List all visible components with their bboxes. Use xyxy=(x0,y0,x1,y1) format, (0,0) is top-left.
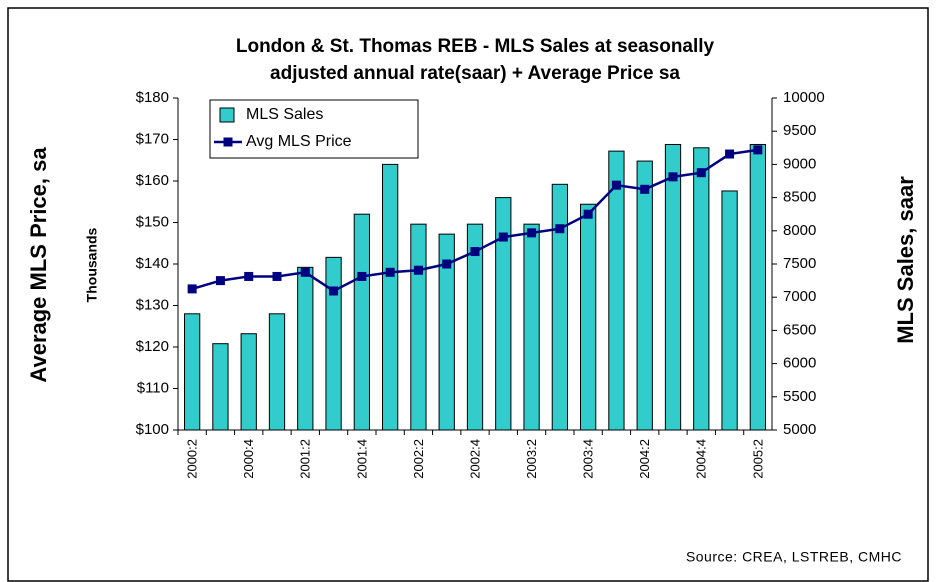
x-tick-label: 2003:2 xyxy=(524,439,539,479)
line-marker xyxy=(357,271,367,281)
line-marker xyxy=(300,267,310,277)
legend-box xyxy=(209,99,419,159)
bar xyxy=(580,203,597,431)
y-axis-label: Average MLS Price, sa xyxy=(26,147,51,383)
bar xyxy=(693,147,710,431)
line-marker xyxy=(244,271,254,281)
y2-tick-label: 6500 xyxy=(783,321,816,338)
bar xyxy=(551,183,568,431)
legend-label: Avg MLS Price xyxy=(246,133,352,150)
chart-title: adjusted annual rate(saar) + Average Pri… xyxy=(270,63,680,84)
y-tick-label: $100 xyxy=(136,421,169,438)
line-marker xyxy=(725,149,735,159)
x-tick-label: 2002:4 xyxy=(467,439,482,479)
line-marker xyxy=(470,247,480,257)
x-tick-label: 2003:4 xyxy=(581,439,596,479)
bar xyxy=(523,223,540,431)
y2-tick-label: 6000 xyxy=(783,355,816,372)
line-marker xyxy=(668,172,678,182)
y2-tick-label: 10000 xyxy=(783,89,825,106)
line-marker xyxy=(611,180,621,190)
bar xyxy=(325,256,342,431)
y2-tick-label: 7500 xyxy=(783,255,816,272)
line-marker xyxy=(583,209,593,219)
bar xyxy=(212,343,229,431)
line-marker xyxy=(498,232,508,242)
line-marker xyxy=(753,145,763,155)
bar xyxy=(636,160,653,431)
bar xyxy=(410,223,427,431)
legend-label: MLS Sales xyxy=(246,106,323,123)
y2-tick-label: 8000 xyxy=(783,222,816,239)
legend-swatch xyxy=(223,137,233,147)
x-tick-label: 2004:4 xyxy=(694,439,709,479)
x-tick-label: 2001:4 xyxy=(354,439,369,479)
line-marker xyxy=(640,184,650,194)
y2-axis-label: MLS Sales, saar xyxy=(893,176,918,344)
y2-tick-label: 7000 xyxy=(783,288,816,305)
x-tick-label: 2000:2 xyxy=(185,439,200,479)
bar xyxy=(297,266,314,431)
y2-tick-label: 5000 xyxy=(783,421,816,438)
bar xyxy=(495,197,512,431)
bar xyxy=(240,333,257,431)
line-marker xyxy=(527,228,537,238)
y-tick-label: $110 xyxy=(137,379,169,396)
y-tick-label: $160 xyxy=(136,172,169,189)
bar xyxy=(749,143,766,431)
line-marker xyxy=(329,286,339,296)
legend-swatch xyxy=(219,107,235,123)
chart-title: London & St. Thomas REB - MLS Sales at s… xyxy=(236,36,715,57)
x-tick-label: 2002:2 xyxy=(411,439,426,479)
y-tick-label: $170 xyxy=(136,130,169,147)
line-marker xyxy=(442,259,452,269)
line-marker xyxy=(696,168,706,178)
bar xyxy=(608,150,625,431)
line-marker xyxy=(555,224,565,234)
line-marker xyxy=(215,276,225,286)
y-tick-label: $140 xyxy=(136,255,169,272)
line-marker xyxy=(413,265,423,275)
y2-tick-label: 8500 xyxy=(783,189,816,206)
y2-tick-label: 9500 xyxy=(783,122,816,139)
line-marker xyxy=(385,267,395,277)
bar xyxy=(184,313,201,431)
x-tick-label: 2001:2 xyxy=(298,439,313,479)
y2-tick-label: 5500 xyxy=(783,388,816,405)
line-marker xyxy=(187,284,197,294)
y-unit-label: Thousands xyxy=(84,227,100,302)
line-marker xyxy=(272,271,282,281)
x-tick-label: 2000:4 xyxy=(241,439,256,479)
bar xyxy=(664,143,682,431)
y-tick-label: $150 xyxy=(136,213,169,230)
x-tick-label: 2005:2 xyxy=(750,439,765,479)
y2-tick-label: 9000 xyxy=(783,155,816,172)
bar xyxy=(353,213,370,431)
bar xyxy=(268,313,286,431)
bar xyxy=(721,190,738,431)
x-tick-label: 2004:2 xyxy=(637,439,652,479)
y-tick-label: $130 xyxy=(136,296,169,313)
y-tick-label: $120 xyxy=(136,338,169,355)
y-tick-label: $180 xyxy=(136,89,169,106)
source-note: Source: CREA, LSTREB, CMHC xyxy=(686,549,902,565)
bar xyxy=(382,163,399,431)
